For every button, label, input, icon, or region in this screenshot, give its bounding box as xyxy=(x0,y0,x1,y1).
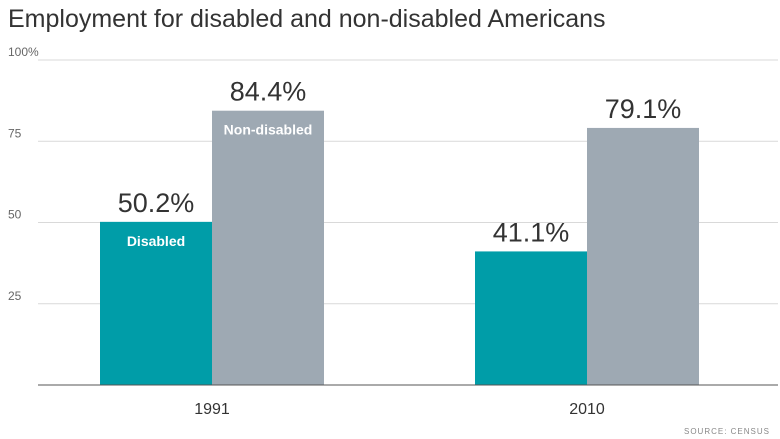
bar xyxy=(212,110,324,385)
bar xyxy=(475,251,587,385)
source-note: SOURCE: CENSUS xyxy=(683,427,770,436)
y-tick-label: 75 xyxy=(8,126,22,140)
bar-value-label: 84.4% xyxy=(230,77,307,107)
y-tick-label: 100% xyxy=(8,45,39,59)
bar-value-label: 79.1% xyxy=(605,94,682,124)
bar-value-label: 41.1% xyxy=(493,217,570,247)
bar-value-label: 50.2% xyxy=(118,188,195,218)
x-tick-label: 1991 xyxy=(194,401,230,418)
bar xyxy=(100,221,212,385)
series-label: Non-disabled xyxy=(224,122,313,138)
y-tick-label: 50 xyxy=(8,208,22,222)
x-tick-label: 2010 xyxy=(569,401,605,418)
chart-title: Employment for disabled and non-disabled… xyxy=(8,5,606,33)
series-label: Disabled xyxy=(127,233,185,249)
y-tick-label: 25 xyxy=(8,289,22,303)
bar xyxy=(587,127,699,386)
